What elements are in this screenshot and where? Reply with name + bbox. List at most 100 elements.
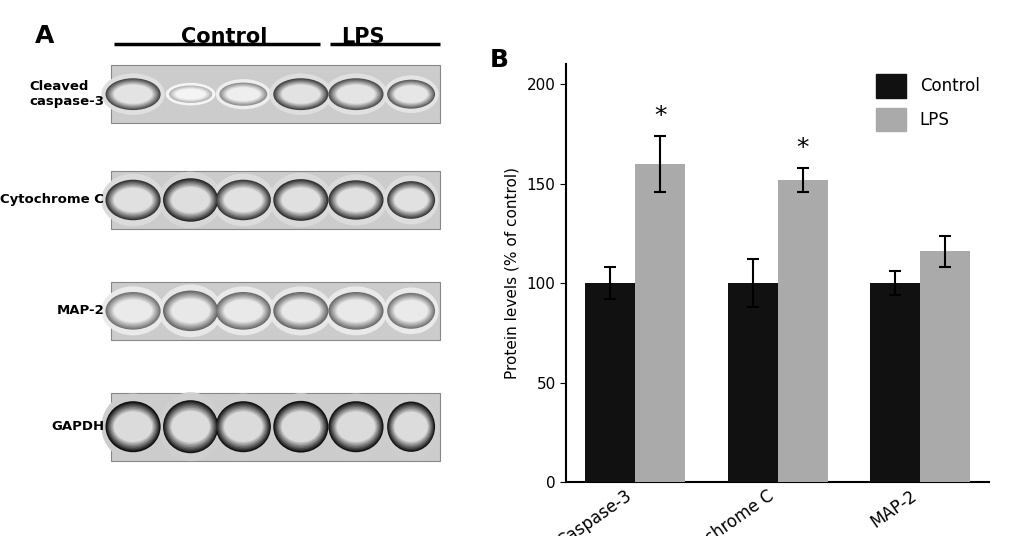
Ellipse shape bbox=[335, 299, 376, 323]
Ellipse shape bbox=[390, 406, 432, 448]
Ellipse shape bbox=[111, 185, 155, 214]
Ellipse shape bbox=[273, 78, 328, 110]
Ellipse shape bbox=[392, 187, 430, 213]
Ellipse shape bbox=[216, 292, 271, 330]
Ellipse shape bbox=[278, 184, 323, 216]
Ellipse shape bbox=[393, 410, 429, 443]
Ellipse shape bbox=[109, 183, 157, 217]
Ellipse shape bbox=[278, 296, 323, 325]
Ellipse shape bbox=[108, 80, 158, 108]
Ellipse shape bbox=[101, 286, 165, 336]
Ellipse shape bbox=[269, 73, 332, 115]
Ellipse shape bbox=[387, 80, 435, 109]
Ellipse shape bbox=[329, 79, 382, 109]
Ellipse shape bbox=[328, 180, 383, 220]
Ellipse shape bbox=[164, 292, 217, 330]
FancyBboxPatch shape bbox=[111, 171, 439, 229]
Ellipse shape bbox=[390, 184, 432, 215]
Ellipse shape bbox=[324, 73, 387, 115]
Ellipse shape bbox=[335, 187, 376, 213]
Ellipse shape bbox=[224, 188, 262, 212]
Ellipse shape bbox=[274, 293, 327, 329]
Ellipse shape bbox=[223, 85, 263, 103]
Ellipse shape bbox=[388, 403, 434, 450]
Ellipse shape bbox=[324, 174, 387, 226]
Ellipse shape bbox=[276, 405, 325, 448]
Ellipse shape bbox=[165, 403, 216, 450]
Ellipse shape bbox=[167, 406, 213, 447]
Ellipse shape bbox=[328, 78, 383, 110]
Ellipse shape bbox=[173, 88, 207, 100]
Text: MAP-2: MAP-2 bbox=[56, 304, 104, 317]
Ellipse shape bbox=[222, 85, 264, 104]
Ellipse shape bbox=[166, 182, 214, 218]
Ellipse shape bbox=[393, 188, 429, 212]
Ellipse shape bbox=[281, 411, 320, 442]
Ellipse shape bbox=[330, 183, 381, 218]
Ellipse shape bbox=[280, 299, 321, 323]
Ellipse shape bbox=[110, 82, 156, 107]
Ellipse shape bbox=[281, 188, 320, 212]
Ellipse shape bbox=[111, 297, 155, 324]
Ellipse shape bbox=[388, 80, 434, 108]
Ellipse shape bbox=[175, 89, 206, 99]
Ellipse shape bbox=[392, 298, 430, 324]
Ellipse shape bbox=[383, 175, 438, 225]
Ellipse shape bbox=[216, 180, 271, 220]
Ellipse shape bbox=[221, 408, 265, 445]
Ellipse shape bbox=[220, 184, 266, 215]
Ellipse shape bbox=[275, 80, 326, 108]
Ellipse shape bbox=[171, 86, 210, 102]
Ellipse shape bbox=[333, 82, 378, 107]
Ellipse shape bbox=[394, 300, 428, 322]
Ellipse shape bbox=[219, 183, 267, 217]
Ellipse shape bbox=[172, 87, 208, 101]
Ellipse shape bbox=[388, 182, 434, 218]
Bar bbox=[635, 164, 685, 482]
Ellipse shape bbox=[391, 297, 431, 325]
Ellipse shape bbox=[171, 187, 210, 213]
Text: A: A bbox=[35, 24, 54, 48]
Ellipse shape bbox=[329, 403, 382, 451]
Ellipse shape bbox=[114, 412, 152, 442]
Ellipse shape bbox=[211, 174, 275, 226]
Ellipse shape bbox=[105, 292, 160, 330]
Ellipse shape bbox=[389, 183, 433, 217]
Ellipse shape bbox=[333, 185, 378, 215]
Ellipse shape bbox=[167, 295, 213, 326]
Ellipse shape bbox=[391, 185, 431, 214]
Ellipse shape bbox=[211, 286, 275, 336]
Ellipse shape bbox=[225, 86, 261, 102]
Ellipse shape bbox=[331, 295, 380, 326]
Ellipse shape bbox=[221, 185, 265, 214]
Ellipse shape bbox=[330, 80, 381, 108]
Ellipse shape bbox=[112, 299, 154, 323]
Ellipse shape bbox=[109, 81, 157, 107]
Ellipse shape bbox=[222, 187, 264, 213]
Ellipse shape bbox=[218, 404, 268, 449]
Ellipse shape bbox=[110, 184, 156, 215]
Ellipse shape bbox=[114, 300, 152, 322]
Ellipse shape bbox=[389, 81, 433, 107]
Ellipse shape bbox=[108, 294, 158, 327]
Ellipse shape bbox=[334, 186, 377, 214]
Ellipse shape bbox=[217, 403, 269, 451]
Ellipse shape bbox=[107, 79, 159, 109]
Ellipse shape bbox=[334, 83, 377, 106]
Ellipse shape bbox=[171, 299, 210, 323]
Ellipse shape bbox=[336, 412, 375, 442]
Ellipse shape bbox=[101, 73, 165, 115]
Ellipse shape bbox=[219, 83, 267, 106]
Ellipse shape bbox=[166, 405, 214, 449]
Ellipse shape bbox=[281, 85, 320, 104]
Ellipse shape bbox=[274, 79, 327, 109]
FancyBboxPatch shape bbox=[111, 65, 439, 123]
Ellipse shape bbox=[217, 293, 269, 329]
Ellipse shape bbox=[333, 407, 378, 446]
Ellipse shape bbox=[170, 185, 211, 214]
Ellipse shape bbox=[280, 410, 321, 444]
Ellipse shape bbox=[279, 83, 322, 106]
Ellipse shape bbox=[112, 410, 154, 443]
Ellipse shape bbox=[276, 183, 325, 217]
Ellipse shape bbox=[163, 291, 218, 331]
